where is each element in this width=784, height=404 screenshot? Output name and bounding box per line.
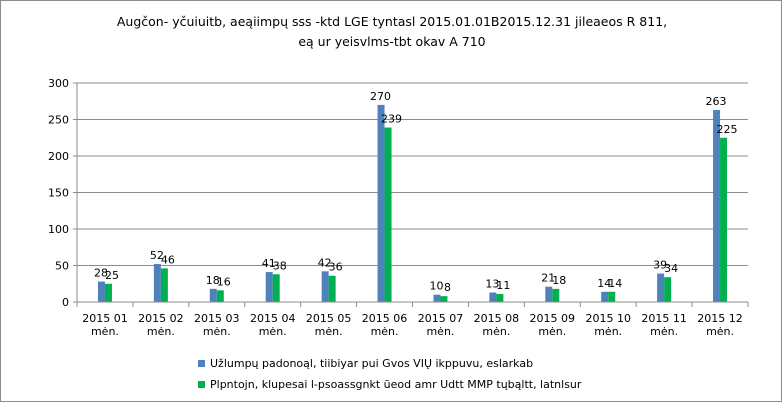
data-label-series-1-6: 270 <box>370 90 391 103</box>
y-tick-label-50: 50 <box>55 260 69 273</box>
data-label-series-1-5: 42 <box>318 256 332 269</box>
data-label-series-2-11: 34 <box>664 262 678 275</box>
data-label-series-1-3: 18 <box>206 274 220 287</box>
data-label-series-1-8: 13 <box>485 278 499 291</box>
legend-swatch-series-1 <box>198 360 205 367</box>
data-label-series-2-10: 14 <box>608 277 622 290</box>
bar-series-2-5 <box>328 275 336 302</box>
x-tick-label-10: 2015 10 <box>585 312 631 325</box>
data-label-series-2-6: 239 <box>381 113 402 126</box>
data-label-series-2-1: 25 <box>105 269 119 282</box>
x-tick-label-1: 2015 01 <box>82 312 128 325</box>
bar-series-1-2 <box>153 264 161 302</box>
x-tick-label-sub-7: mėn. <box>426 325 454 338</box>
x-tick-label-sub-8: mėn. <box>482 325 510 338</box>
data-label-series-2-3: 16 <box>217 275 231 288</box>
data-label-series-1-12: 263 <box>706 95 727 108</box>
data-label-series-1-9: 21 <box>541 272 555 285</box>
bar-series-1-7 <box>433 294 441 302</box>
data-label-series-2-5: 36 <box>329 261 343 274</box>
data-label-series-2-12: 225 <box>717 123 738 136</box>
data-label-series-1-11: 39 <box>653 259 667 272</box>
x-tick-label-9: 2015 09 <box>530 312 576 325</box>
legend-label-series-2: Plpntojn, klupesai l-psoassgnkt ūeod amr… <box>210 378 582 391</box>
bar-series-2-4 <box>272 274 280 302</box>
data-label-series-1-10: 14 <box>597 277 611 290</box>
y-tick-label-150: 150 <box>48 187 69 200</box>
bar-series-2-6 <box>384 127 392 302</box>
bar-series-2-9 <box>552 288 560 302</box>
data-label-series-1-4: 41 <box>262 257 276 270</box>
x-tick-label-3: 2015 03 <box>194 312 240 325</box>
chart-title-line1: Augčon- yčuiuitb, aeąiimpų sss -ktd LGE … <box>116 14 668 29</box>
x-tick-label-sub-2: mėn. <box>147 325 175 338</box>
legend-swatch-series-2 <box>198 381 205 388</box>
x-tick-label-sub-3: mėn. <box>203 325 231 338</box>
y-tick-label-0: 0 <box>62 296 69 309</box>
y-tick-label-300: 300 <box>48 77 69 90</box>
bar-series-1-10 <box>601 291 609 302</box>
bar-series-1-12 <box>713 110 721 302</box>
bar-series-1-3 <box>209 288 217 302</box>
bar-series-1-11 <box>657 273 665 302</box>
bar-series-2-12 <box>720 137 728 302</box>
bar-series-2-7 <box>440 296 448 302</box>
x-tick-label-12: 2015 12 <box>697 312 743 325</box>
x-tick-label-sub-1: mėn. <box>91 325 119 338</box>
legend-label-series-1: Užlumpų padonoąl, tiibiyar pui Gvos VIŲ … <box>210 357 534 370</box>
x-tick-label-5: 2015 05 <box>306 312 352 325</box>
bar-series-2-2 <box>160 268 168 302</box>
data-label-series-2-2: 46 <box>161 253 175 266</box>
x-tick-label-11: 2015 11 <box>641 312 687 325</box>
x-tick-label-7: 2015 07 <box>418 312 464 325</box>
data-label-series-1-7: 10 <box>429 280 443 293</box>
x-tick-label-6: 2015 06 <box>362 312 408 325</box>
x-tick-label-sub-9: mėn. <box>538 325 566 338</box>
x-tick-label-2: 2015 02 <box>138 312 184 325</box>
y-tick-label-250: 250 <box>48 114 69 127</box>
bar-series-1-8 <box>489 292 497 302</box>
legend-item-series-2: Plpntojn, klupesai l-psoassgnkt ūeod amr… <box>198 374 581 395</box>
x-tick-label-sub-11: mėn. <box>650 325 678 338</box>
bar-series-1-5 <box>321 271 329 302</box>
x-tick-label-4: 2015 04 <box>250 312 296 325</box>
x-tick-label-sub-10: mėn. <box>594 325 622 338</box>
bar-series-2-10 <box>608 291 616 302</box>
y-tick-label-200: 200 <box>48 150 69 163</box>
bar-series-2-3 <box>216 290 224 302</box>
data-label-series-2-4: 38 <box>273 259 287 272</box>
bar-series-1-4 <box>265 272 273 302</box>
bar-series-2-1 <box>104 283 112 302</box>
bar-series-1-6 <box>377 104 385 303</box>
data-label-series-2-9: 18 <box>552 274 566 287</box>
bar-series-2-11 <box>664 277 672 302</box>
legend: Užlumpų padonoąl, tiibiyar pui Gvos VIŲ … <box>198 353 581 395</box>
x-tick-label-sub-5: mėn. <box>315 325 343 338</box>
y-tick-label-100: 100 <box>48 223 69 236</box>
x-tick-label-sub-4: mėn. <box>259 325 287 338</box>
x-tick-label-sub-6: mėn. <box>371 325 399 338</box>
bar-series-2-8 <box>496 293 504 302</box>
bar-series-1-9 <box>545 286 553 302</box>
chart-title-line2: eą ur yeisvlms-tbt okav A 710 <box>298 34 486 49</box>
data-label-series-1-2: 52 <box>150 249 164 262</box>
x-tick-label-sub-12: mėn. <box>706 325 734 338</box>
data-label-series-1-1: 28 <box>94 267 108 280</box>
chart-title: Augčon- yčuiuitb, aeąiimpų sss -ktd LGE … <box>0 12 784 52</box>
legend-item-series-1: Užlumpų padonoąl, tiibiyar pui Gvos VIŲ … <box>198 353 581 374</box>
bar-series-1-1 <box>97 281 105 302</box>
x-tick-label-8: 2015 08 <box>474 312 520 325</box>
data-label-series-2-8: 11 <box>496 279 510 292</box>
data-label-series-2-7: 8 <box>444 281 451 294</box>
